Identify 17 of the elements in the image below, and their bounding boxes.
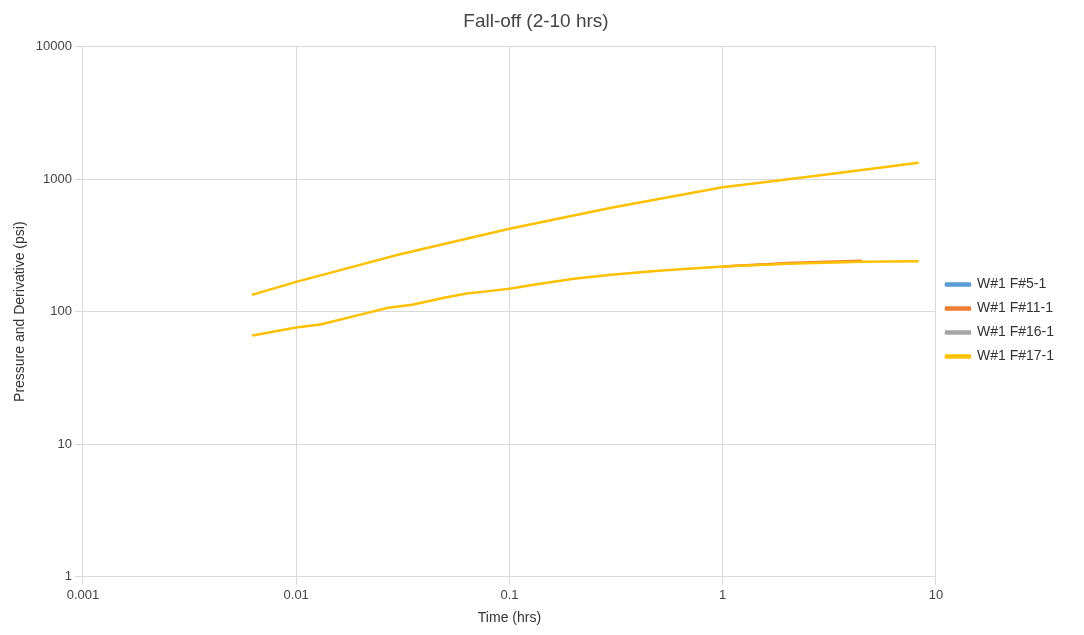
legend-label: W#1 F#16-1	[976, 323, 1055, 340]
legend-label: W#1 F#11-1	[976, 299, 1054, 316]
legend-label: W#1 F#17-1	[976, 347, 1055, 364]
x-tick-label: 0.1	[500, 586, 519, 602]
y-axis-title: Pressure and Derivative (psi)	[11, 221, 28, 402]
x-axis-title: Time (hrs)	[477, 609, 542, 626]
x-tick-label: 10	[928, 586, 944, 602]
x-tick-label: 0.01	[283, 586, 309, 602]
x-tick-label: 0.001	[66, 586, 100, 602]
y-tick-label: 10	[57, 435, 72, 451]
y-tick-label: 10000	[35, 38, 72, 54]
y-tick-label: 1	[64, 568, 72, 584]
x-tick-label: 1	[719, 586, 727, 602]
chart-title: Fall-off (2-10 hrs)	[463, 9, 609, 31]
y-tick-label: 1000	[43, 170, 72, 186]
y-tick-label: 100	[50, 303, 72, 319]
legend-label: W#1 F#5-1	[976, 275, 1047, 292]
